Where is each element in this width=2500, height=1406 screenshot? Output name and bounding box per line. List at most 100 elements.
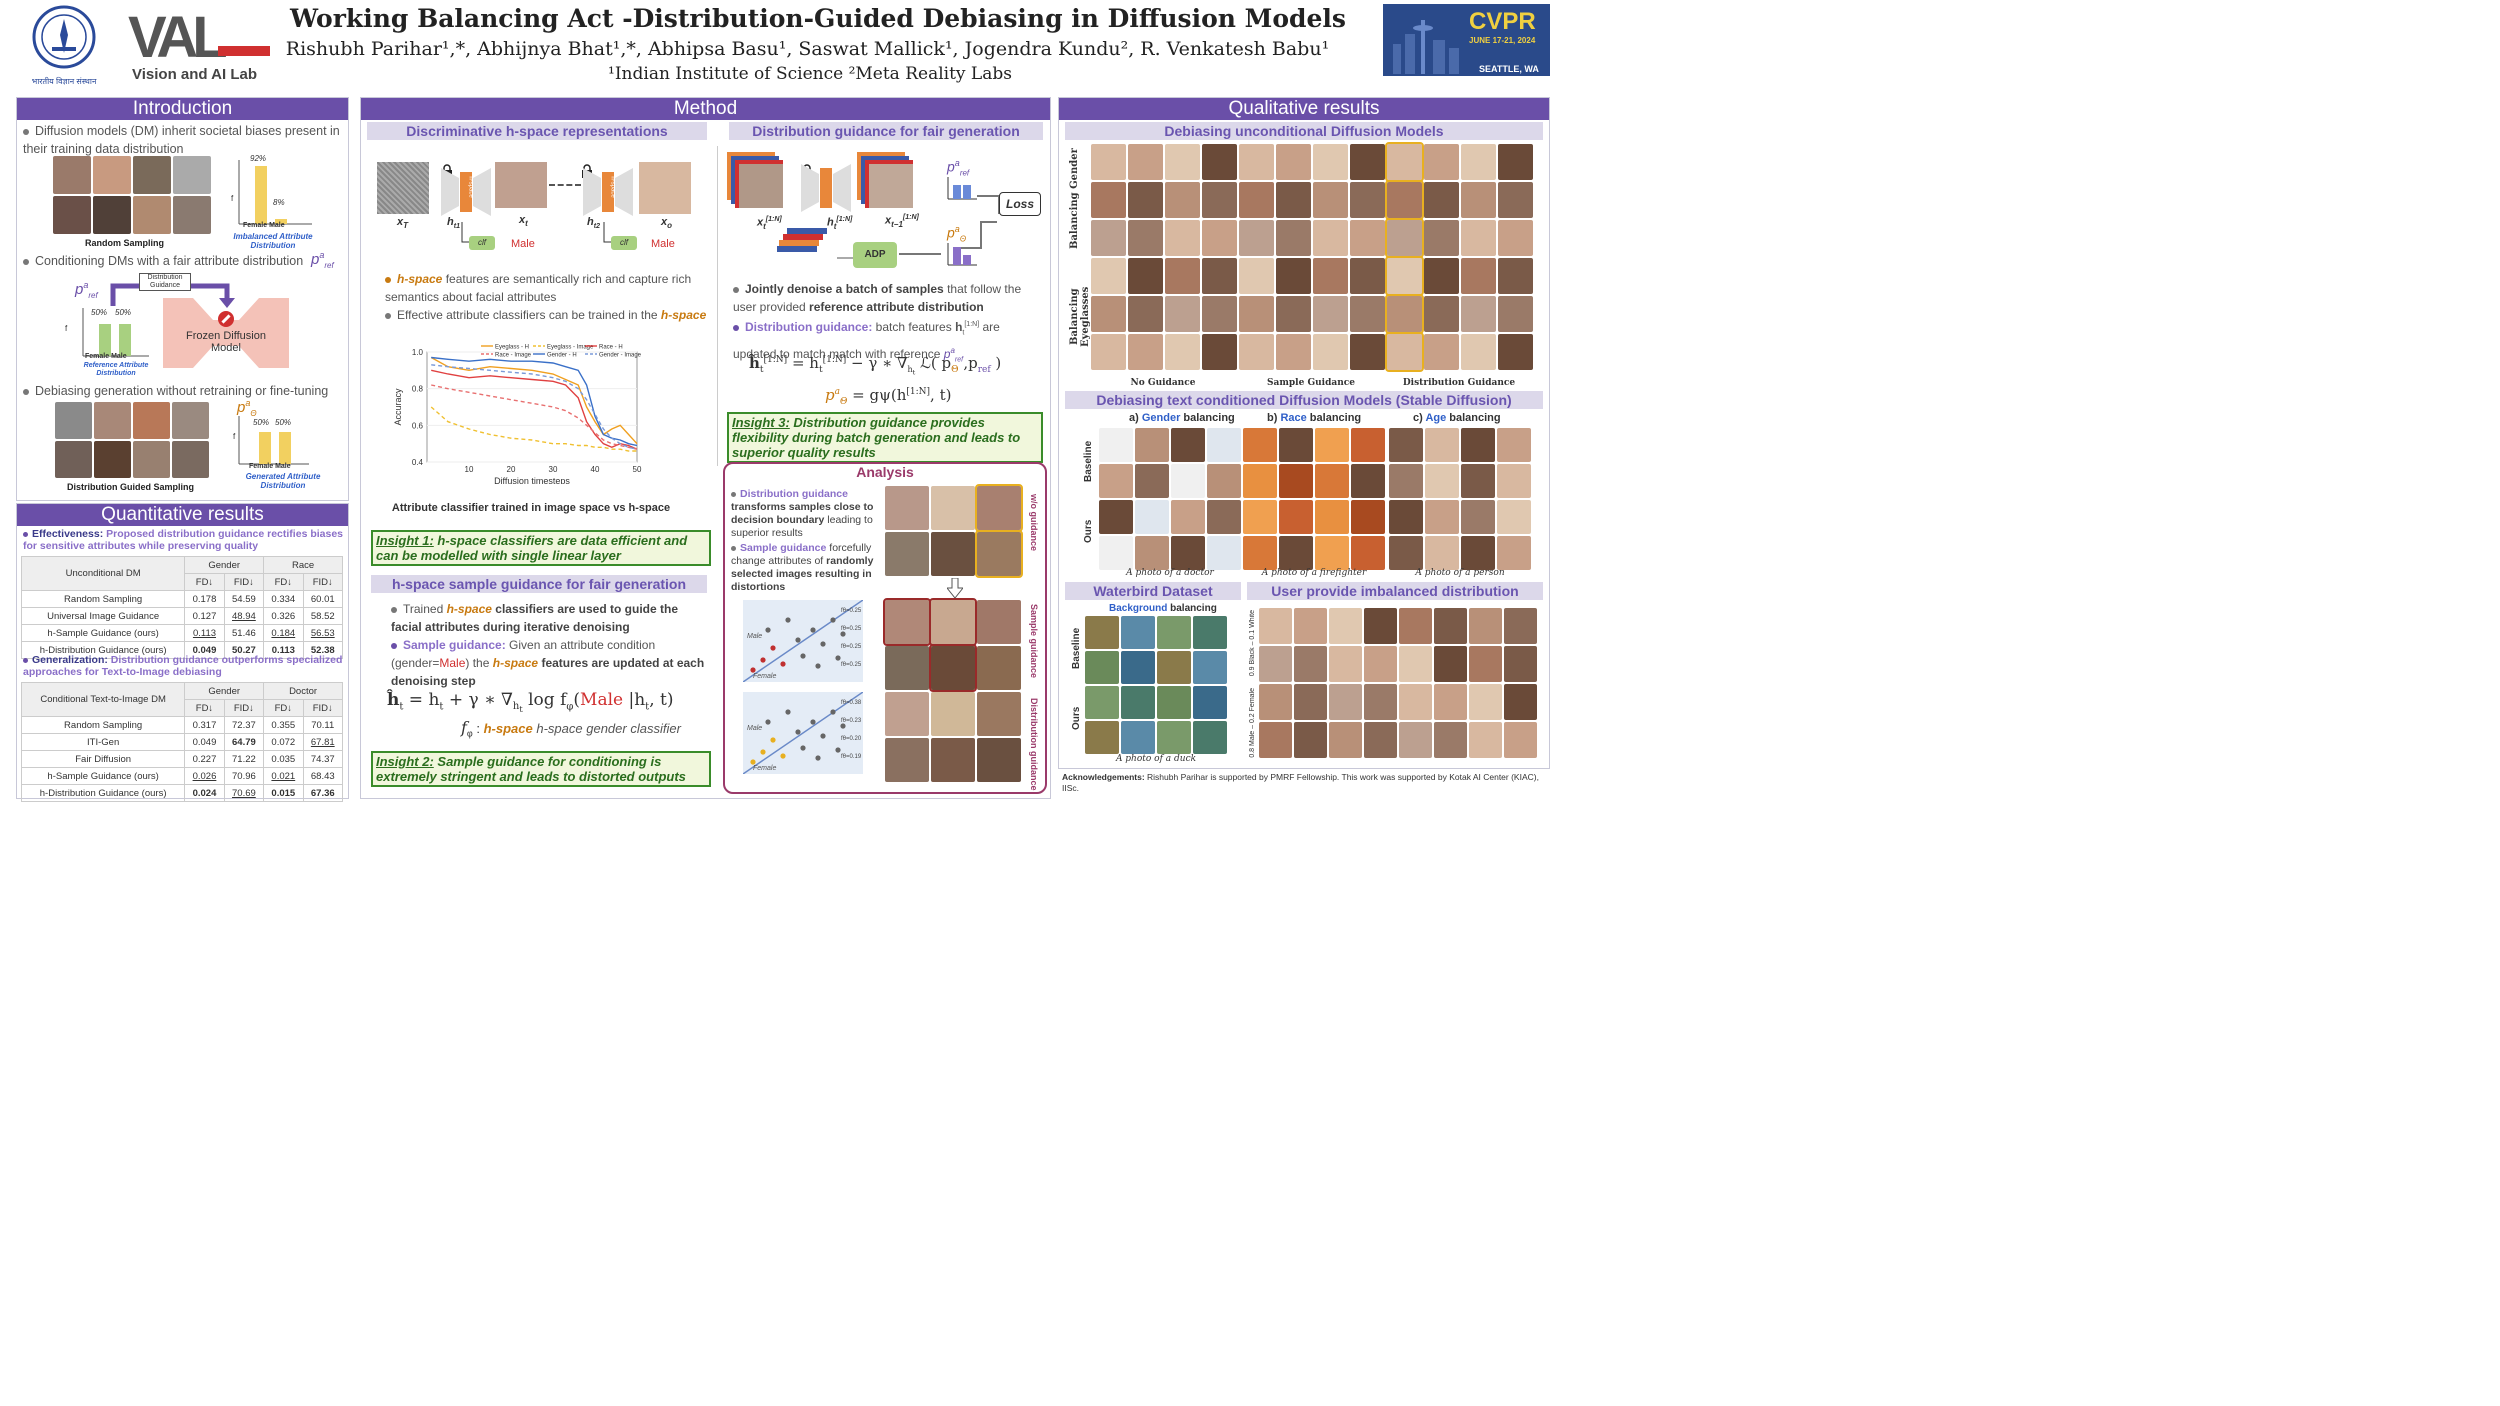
p-theta-symbol: paΘ <box>825 386 847 407</box>
face-image <box>1193 721 1227 754</box>
data-point <box>795 729 801 735</box>
label-xT: xT <box>397 216 408 230</box>
data-point <box>785 617 791 623</box>
letter: a) <box>1129 412 1139 424</box>
text: balancing <box>1446 412 1501 424</box>
face-image <box>1239 258 1274 294</box>
table-header: Doctor <box>263 682 343 700</box>
face-image <box>1313 144 1348 180</box>
face-image <box>931 486 975 530</box>
face-image <box>93 196 131 234</box>
face-image <box>931 532 975 576</box>
face-image <box>1469 646 1502 682</box>
down-arrow-icon <box>947 578 963 598</box>
sub: Θ <box>959 234 967 244</box>
table-row: h-Distribution Guidance (ours) 0.024 70.69… <box>20 784 344 802</box>
p-ref-sup: a <box>319 250 325 260</box>
p-theta-sup: a <box>245 398 251 408</box>
face-image <box>1276 144 1311 180</box>
equation-adp: paΘ = gψ(h[1:N], t) <box>825 386 951 407</box>
table-subheader: FD↓ <box>263 699 304 717</box>
data-point <box>840 631 846 637</box>
table-cell: h-Sample Guidance (ours) <box>20 624 186 642</box>
table-cell: h-Distribution Guidance (ours) <box>20 784 186 802</box>
bar-chart-imbalanced <box>238 160 312 225</box>
caption-person: A photo of a person <box>1415 568 1505 578</box>
face-image <box>1171 536 1205 570</box>
cvpr-name: CVPR <box>1469 8 1536 35</box>
eq-sub: ht <box>907 365 916 377</box>
p: p <box>943 347 951 362</box>
column-divider <box>717 146 718 466</box>
face-image <box>1425 428 1459 462</box>
series-line <box>430 406 637 452</box>
p-ref-symbol: paref <box>311 250 334 270</box>
dist-guidance-label: Distribution Guidance <box>139 273 191 291</box>
table-cell: 0.127 <box>184 607 225 625</box>
letter: b) <box>1267 412 1278 424</box>
analysis-box: Analysis Distribution guidance transform… <box>723 462 1047 794</box>
frozen-model-shape <box>163 298 289 368</box>
sd-label-b: b) Race balancing <box>1267 412 1361 424</box>
sub: t <box>833 221 837 231</box>
face-image <box>1276 182 1311 218</box>
ht1-h: h <box>447 216 454 228</box>
method-title: Method <box>361 98 1050 120</box>
method-bullet-1: h-space features are semantically rich a… <box>385 270 711 306</box>
data-point <box>815 663 821 669</box>
analysis-title: Analysis <box>856 464 914 480</box>
table-header: Conditional Text-to-Image DM <box>20 682 186 717</box>
face-image <box>1207 500 1241 534</box>
face-image <box>1350 182 1385 218</box>
xT-x: x <box>397 216 404 228</box>
face-image <box>1350 334 1385 370</box>
face-image <box>885 738 929 782</box>
face-image <box>1207 536 1241 570</box>
bar-male <box>279 432 291 464</box>
table-cell: 50.27 <box>223 641 265 659</box>
insight-1-text: h-space classifiers are data efficient a… <box>376 533 688 563</box>
random-faces-grid <box>53 156 211 234</box>
eq-sub: t <box>818 365 823 375</box>
bg-balancing-label: Background balancing <box>1109 603 1217 614</box>
face-image <box>1085 686 1119 719</box>
face-image <box>1128 258 1163 294</box>
face-image <box>1193 651 1227 684</box>
table-cell: 0.355 <box>263 716 304 734</box>
x-tick-label: 10 <box>465 465 474 474</box>
table-header: Unconditional DM <box>20 556 186 591</box>
bar2-value-male: 50% <box>115 308 132 317</box>
face-image <box>173 196 211 234</box>
lab-name: Vision and AI Lab <box>132 66 258 83</box>
bullet-dot <box>23 658 28 663</box>
face-image <box>1364 684 1397 720</box>
eq-male: Male <box>580 690 624 710</box>
lab-logo: VAL Vision and AI Lab <box>128 5 280 83</box>
method-subtitle-2: Distribution guidance for fair generatio… <box>729 122 1043 140</box>
qual-panel: Qualitative results Debiasing unconditio… <box>1058 97 1550 769</box>
bar1-axis-label: f <box>231 194 234 203</box>
p: p <box>825 386 835 404</box>
text: leading to superior results <box>731 514 873 539</box>
face-image <box>1424 258 1459 294</box>
sd-grid-doctor <box>1099 428 1241 570</box>
face-image <box>93 156 131 194</box>
face-image <box>1128 182 1163 218</box>
text: reference attribute distribution <box>809 300 984 314</box>
face-image <box>1461 144 1496 180</box>
data-point <box>840 723 846 729</box>
q-label: fθ=0.25 <box>841 662 862 668</box>
lab-logo-mark: VAL <box>128 5 228 70</box>
p-ref-p: p <box>311 251 320 268</box>
label-x0: xo <box>661 216 672 230</box>
series-line <box>431 356 638 447</box>
noise-image <box>377 162 429 214</box>
face-image <box>1157 616 1191 649</box>
face-x0 <box>639 162 691 214</box>
face-image <box>1504 608 1537 644</box>
face-image <box>1497 500 1531 534</box>
p-theta-distribution: paΘ <box>947 224 977 272</box>
text: Jointly denoise a batch of samples <box>745 282 944 296</box>
bar3-value-female: 50% <box>253 418 270 427</box>
label-xt-batch: xt[1:N] <box>757 216 782 231</box>
